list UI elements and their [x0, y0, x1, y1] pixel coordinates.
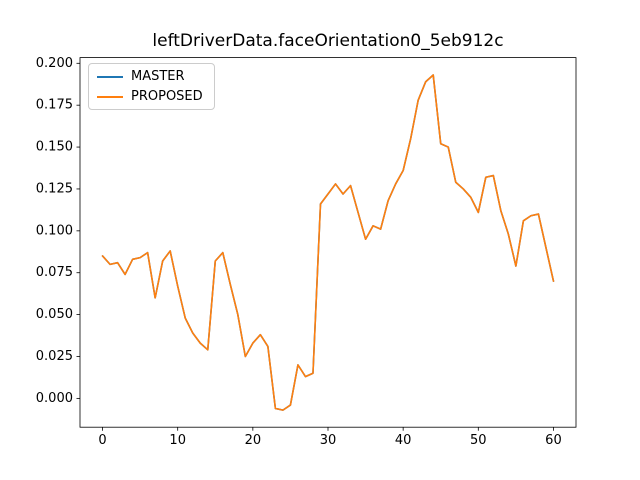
- legend-line-swatch-proposed: [97, 95, 123, 98]
- x-tick-label: 20: [245, 433, 262, 448]
- series-line-proposed: [101, 74, 555, 411]
- legend-item-proposed: PROPOSED: [97, 90, 203, 103]
- y-tick-label: 0.200: [36, 56, 73, 71]
- x-tick-label: 0: [98, 433, 106, 448]
- y-tick-label: 0.000: [36, 391, 73, 406]
- x-tick-label: 10: [169, 433, 186, 448]
- x-tick-label: 50: [470, 433, 487, 448]
- x-tick-label: 60: [545, 433, 562, 448]
- axes-border: [79, 57, 577, 428]
- x-tick-label: 30: [320, 433, 337, 448]
- x-tick-label: 40: [395, 433, 412, 448]
- y-tick-label: 0.075: [36, 265, 73, 280]
- y-tick-label: 0.125: [36, 181, 73, 196]
- legend-label-proposed: PROPOSED: [131, 89, 203, 104]
- chart-title: leftDriverData.faceOrientation0_5eb912c: [152, 31, 504, 51]
- series-line-master: [101, 74, 555, 411]
- legend-label-master: MASTER: [131, 69, 185, 84]
- legend-line-swatch-master: [97, 75, 123, 78]
- legend: MASTER PROPOSED: [88, 63, 215, 110]
- y-tick-label: 0.150: [36, 140, 73, 155]
- y-tick-label: 0.050: [36, 307, 73, 322]
- y-tick-label: 0.100: [36, 223, 73, 238]
- legend-item-master: MASTER: [97, 70, 203, 83]
- y-tick-label: 0.025: [36, 349, 73, 364]
- y-tick-label: 0.175: [36, 98, 73, 113]
